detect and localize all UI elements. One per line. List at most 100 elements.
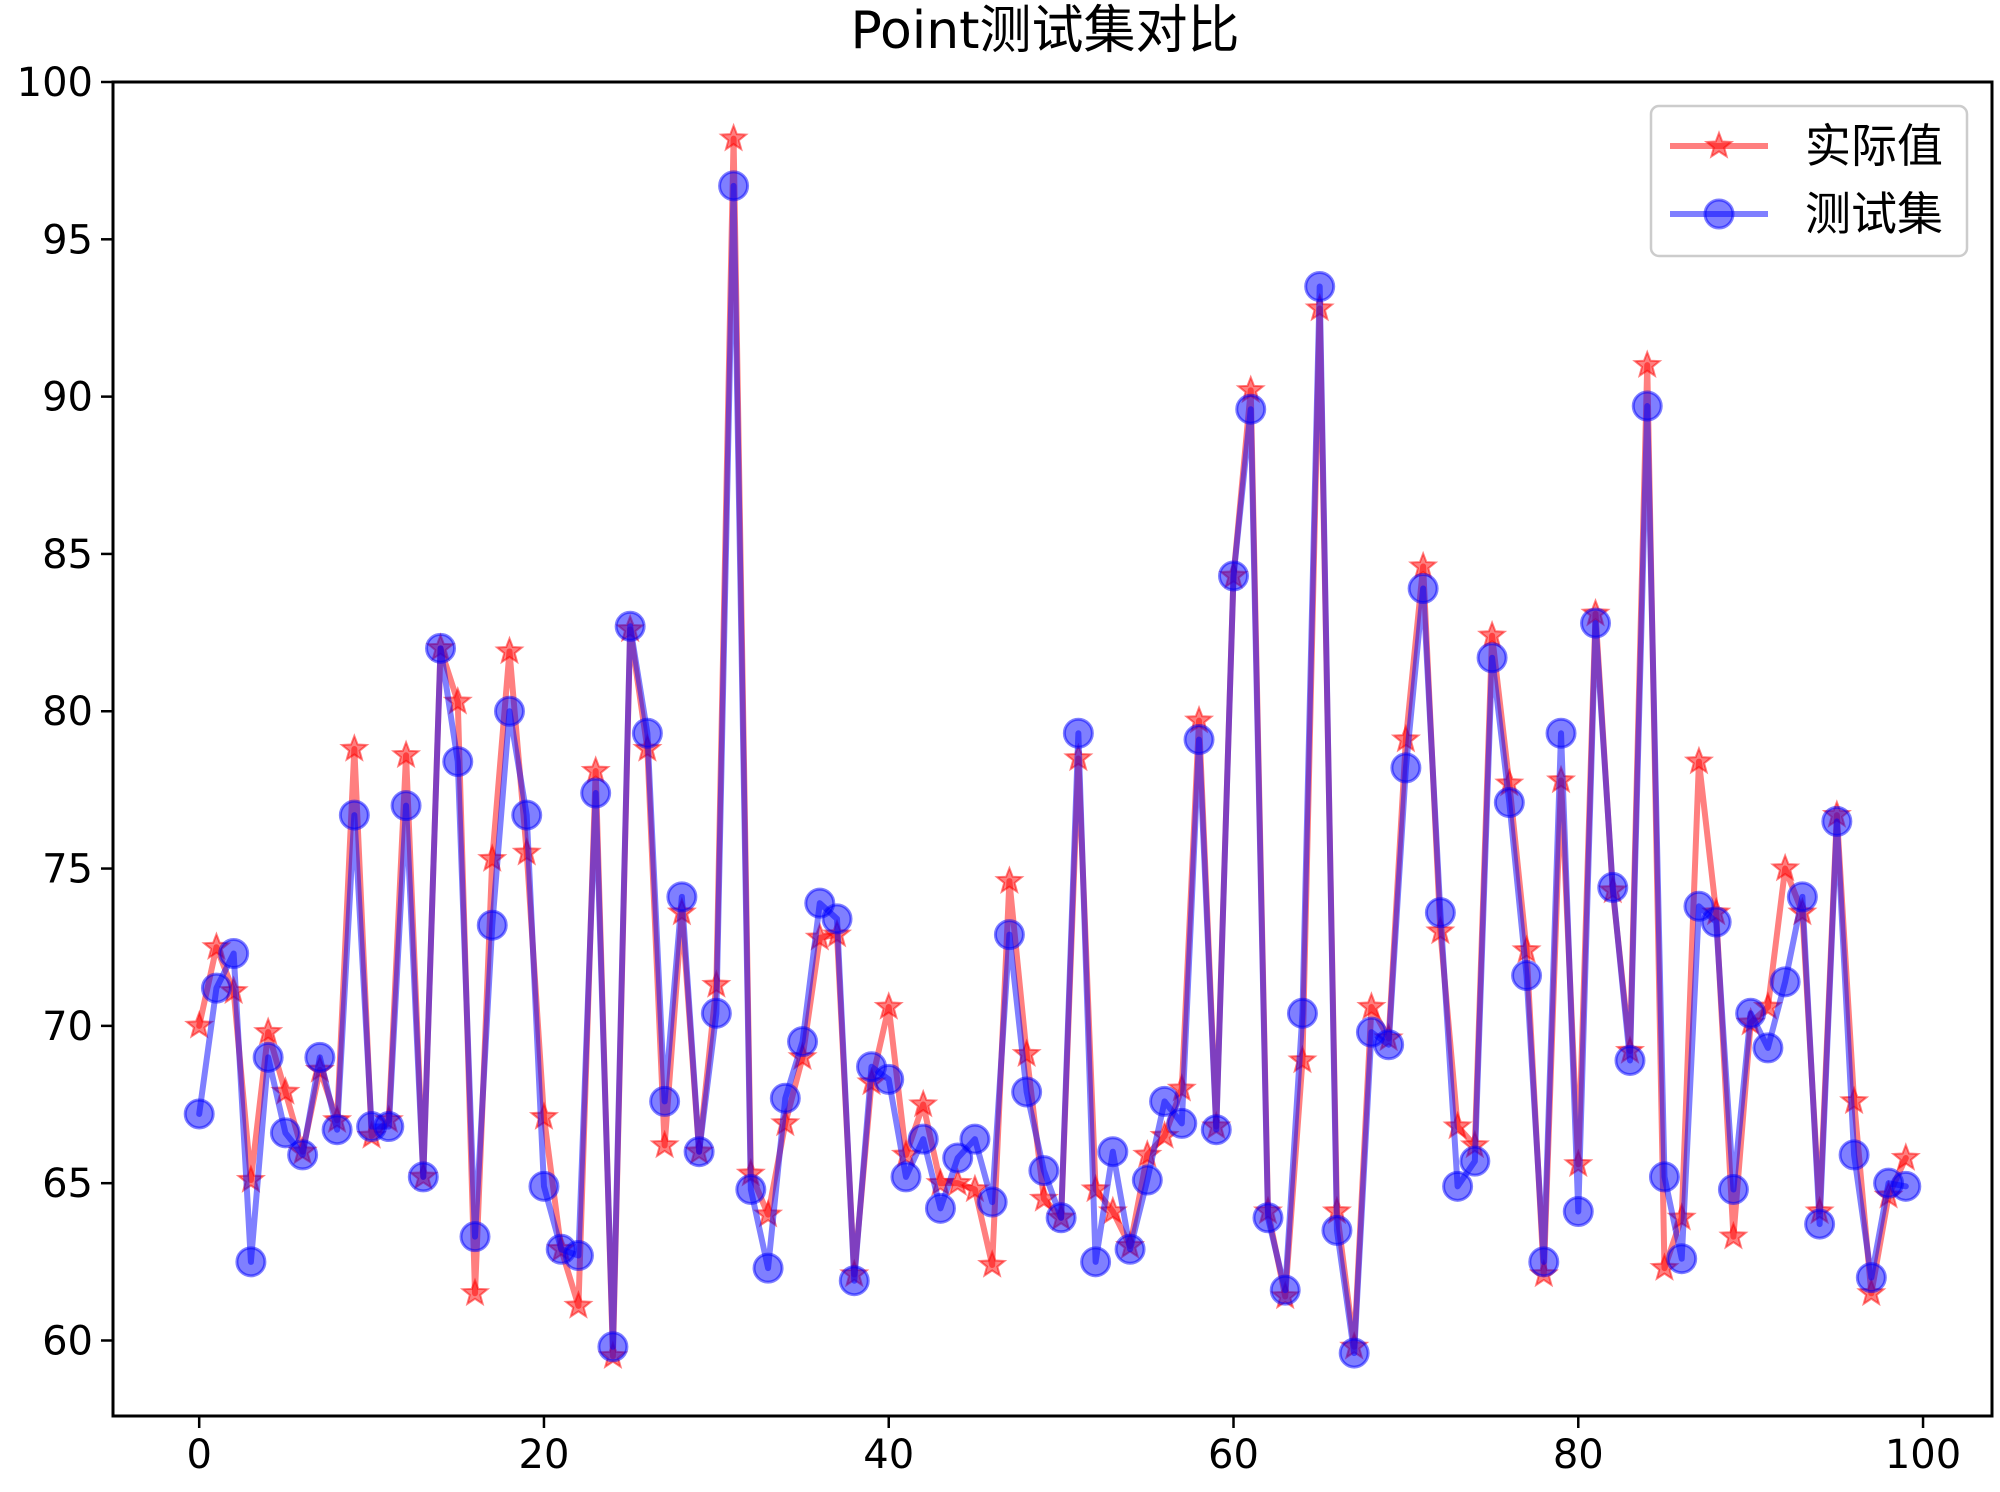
data-point-star <box>339 733 370 762</box>
data-point-circle <box>407 1161 439 1193</box>
legend: 实际值 测试集 <box>1649 104 1969 258</box>
star-marker-icon <box>1703 130 1735 159</box>
x-tick-label: 40 <box>863 1432 914 1478</box>
data-point-circle <box>183 1098 215 1130</box>
data-point-circle <box>580 777 612 809</box>
data-point-star <box>649 1129 680 1159</box>
data-point-circle <box>287 1139 319 1171</box>
legend-entry-actual: 实际值 <box>1670 119 1943 173</box>
data-point-circle <box>1062 717 1094 749</box>
data-point-star <box>753 1198 784 1228</box>
plot-frame <box>111 80 1994 1418</box>
data-point-circle <box>890 1161 922 1193</box>
data-point-circle <box>390 790 422 822</box>
data-point-circle <box>1562 1195 1594 1227</box>
data-point-circle <box>1114 1233 1146 1265</box>
data-point-circle <box>1080 1246 1112 1278</box>
data-point-circle <box>1252 1202 1284 1234</box>
data-point-circle <box>1235 393 1267 425</box>
data-point-circle <box>976 1186 1008 1218</box>
y-tick-label: 100 <box>17 60 93 106</box>
data-point-circle <box>907 1123 939 1155</box>
data-point-star <box>1683 745 1715 775</box>
data-point-star <box>563 1290 594 1319</box>
data-point-circle <box>1373 1029 1405 1061</box>
data-point-circle <box>1666 1243 1698 1275</box>
data-point-circle <box>1614 1044 1646 1076</box>
data-point-circle <box>959 1123 991 1155</box>
data-point-circle <box>1321 1214 1353 1246</box>
data-point-circle <box>924 1192 956 1224</box>
data-point-circle <box>1648 1161 1680 1193</box>
data-point-circle <box>1769 966 1801 998</box>
data-point-circle <box>1855 1262 1887 1294</box>
data-point-circle <box>493 695 525 727</box>
data-point-star <box>477 843 508 872</box>
data-point-star <box>1890 1142 1921 1171</box>
data-point-circle <box>218 938 250 970</box>
data-point-circle <box>1476 642 1508 674</box>
data-point-circle <box>752 1252 784 1284</box>
data-point-star <box>391 739 422 769</box>
data-point-star <box>1770 852 1801 882</box>
data-point-circle <box>700 997 732 1029</box>
series-test <box>183 170 1922 1369</box>
data-point-circle <box>614 610 646 642</box>
legend-label-actual: 实际值 <box>1805 119 1943 173</box>
y-tick-label: 95 <box>42 217 93 263</box>
x-tick-label: 60 <box>1208 1432 1259 1478</box>
data-point-circle <box>1424 897 1456 929</box>
data-point-circle <box>338 799 370 831</box>
y-tick-label: 60 <box>42 1318 93 1364</box>
data-point-star <box>908 1088 939 1118</box>
data-point-circle <box>1218 560 1250 592</box>
data-point-circle <box>1131 1164 1163 1196</box>
data-point-circle <box>1493 786 1525 818</box>
data-point-circle <box>321 1114 353 1146</box>
data-point-circle <box>1786 881 1818 913</box>
data-point-star <box>1632 349 1663 378</box>
data-point-circle <box>1717 1173 1749 1205</box>
x-tick-label: 100 <box>1885 1432 1961 1478</box>
data-point-circle <box>1838 1139 1870 1171</box>
data-point-circle <box>718 170 750 202</box>
data-point-circle <box>1459 1145 1491 1177</box>
circle-marker-icon <box>1703 198 1735 230</box>
data-point-circle <box>1183 724 1215 756</box>
y-tick-label: 85 <box>42 532 93 578</box>
data-point-circle <box>1700 906 1732 938</box>
data-point-circle <box>1804 1208 1836 1240</box>
data-point-circle <box>425 632 457 664</box>
data-point-star <box>994 865 1025 894</box>
y-tick-label: 75 <box>42 847 93 893</box>
data-point-circle <box>1735 997 1767 1029</box>
data-point-star <box>1011 1038 1042 1067</box>
data-point-circle <box>373 1111 405 1143</box>
data-point-star <box>977 1249 1008 1278</box>
data-point-circle <box>597 1331 629 1363</box>
data-point-star <box>580 755 611 784</box>
data-point-star <box>1356 991 1387 1020</box>
data-point-circle <box>1597 871 1629 903</box>
x-tick-label: 0 <box>186 1432 211 1478</box>
data-point-circle <box>1545 717 1577 749</box>
data-point-circle <box>476 909 508 941</box>
data-point-star <box>1442 1110 1473 1140</box>
data-point-circle <box>787 1026 819 1058</box>
y-axis: 60 65 70 75 80 85 90 95 100 <box>17 60 113 1364</box>
y-tick-label: 80 <box>42 689 93 735</box>
data-point-circle <box>1097 1136 1129 1168</box>
data-point-star <box>253 1016 284 1045</box>
y-tick-label: 90 <box>42 375 93 421</box>
data-point-star <box>459 1277 491 1307</box>
data-point-circle <box>1149 1085 1181 1117</box>
data-point-circle <box>1390 752 1422 784</box>
data-point-circle <box>649 1085 681 1117</box>
x-tick-label: 20 <box>519 1432 570 1478</box>
data-point-star <box>718 122 749 152</box>
data-point-star <box>1718 1220 1749 1250</box>
data-point-circle <box>821 903 853 935</box>
series-layer <box>183 122 1922 1370</box>
data-point-star <box>1477 619 1508 649</box>
